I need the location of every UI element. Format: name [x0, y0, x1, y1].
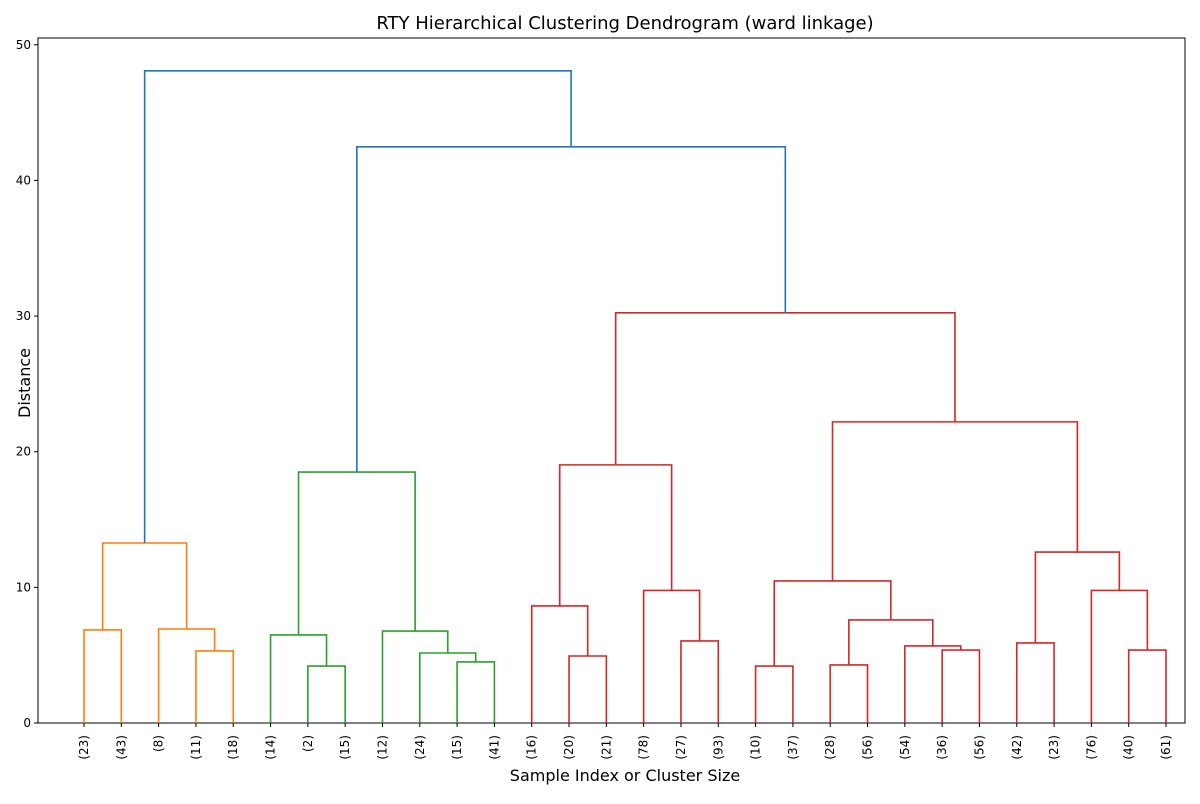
leaf-label: (23): [77, 735, 91, 760]
merge-link: [829, 664, 869, 723]
merge-link: [1034, 551, 1121, 643]
merge-link: [642, 589, 701, 723]
leaf-label: (16): [525, 735, 539, 760]
leaf-label: (23): [1047, 735, 1061, 760]
leaf-label: (18): [226, 735, 240, 760]
merge-link: [904, 645, 962, 723]
x-axis-label: Sample Index or Cluster Size: [510, 766, 740, 785]
merge-link: [1015, 642, 1055, 723]
merge-link: [157, 628, 216, 723]
merge-link: [297, 471, 416, 635]
leaf-label: (56): [861, 735, 875, 760]
leaf-label: (42): [1010, 735, 1024, 760]
merge-link: [1090, 589, 1149, 723]
leaf-label: (41): [487, 735, 501, 760]
leaf-label: (27): [674, 735, 688, 760]
leaf-label: (11): [189, 735, 203, 760]
merge-link: [307, 665, 346, 723]
leaf-label: (78): [637, 735, 651, 760]
leaf-label: (15): [338, 735, 352, 760]
merge-link: [456, 661, 496, 723]
leaf-label: (37): [786, 735, 800, 760]
leaf-label: (12): [375, 735, 389, 760]
merge-link: [848, 619, 934, 665]
leaf-label: (54): [898, 735, 912, 760]
merge-link: [558, 464, 673, 606]
leaf-label: (56): [972, 735, 986, 760]
plot-frame: [37, 37, 1186, 724]
leaf-label: (36): [935, 735, 949, 760]
y-tick-label: 30: [16, 309, 31, 323]
leaf-label: (28): [823, 735, 837, 760]
merge-link: [773, 580, 892, 667]
leaf-label: (24): [413, 735, 427, 760]
y-tick-label: 50: [16, 38, 31, 52]
merge-link: [1127, 649, 1167, 723]
leaf-label: (2): [301, 735, 315, 752]
leaf-label: (21): [599, 735, 613, 760]
merge-link: [680, 640, 720, 723]
merge-link: [418, 652, 477, 723]
leaf-label: (40): [1122, 735, 1136, 760]
merge-link: [941, 649, 981, 723]
leaf-label: (14): [264, 735, 278, 760]
merge-link: [101, 542, 188, 630]
merge-link: [195, 650, 235, 723]
merge-link: [831, 421, 1079, 581]
merge-link: [568, 655, 608, 723]
leaf-label: (93): [711, 735, 725, 760]
leaf-label: (61): [1159, 735, 1173, 760]
y-tick-label: 20: [16, 445, 31, 459]
merge-link: [614, 312, 956, 465]
leaf-label: (20): [562, 735, 576, 760]
leaf-label: (10): [749, 735, 763, 760]
leaf-label: (8): [152, 735, 166, 752]
leaf-label: (76): [1084, 735, 1098, 760]
leaf-label: (43): [114, 735, 128, 760]
y-tick-label: 40: [16, 173, 31, 187]
chart-title: RTY Hierarchical Clustering Dendrogram (…: [376, 13, 873, 34]
leaf-label: (15): [450, 735, 464, 760]
merge-link: [356, 145, 787, 473]
y-tick-label: 10: [16, 580, 31, 594]
merge-link: [83, 629, 123, 723]
merge-link: [530, 605, 589, 723]
y-axis-label: Distance: [15, 348, 34, 418]
y-tick-label: 0: [23, 716, 31, 730]
merge-link: [269, 634, 328, 723]
merge-link: [754, 665, 794, 723]
merge-link: [143, 70, 572, 544]
merge-link: [381, 630, 449, 723]
